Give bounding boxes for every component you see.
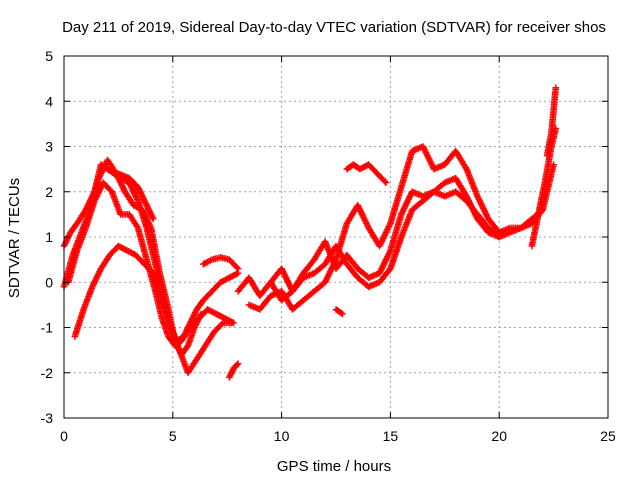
data-point xyxy=(495,233,503,241)
x-tick-label: 15 xyxy=(383,428,399,444)
x-axis-label: GPS time / hours xyxy=(277,458,391,475)
series-track-14 xyxy=(543,84,560,159)
data-point xyxy=(234,265,242,272)
y-tick-label: -2 xyxy=(41,365,54,381)
series-track-4 xyxy=(71,242,235,377)
y-tick-label: -1 xyxy=(41,320,54,336)
chart-title: Day 211 of 2019, Sidereal Day-to-day VTE… xyxy=(62,19,606,36)
y-tick-label: -3 xyxy=(41,410,54,426)
y-tick-label: 0 xyxy=(45,274,53,290)
data-point xyxy=(218,320,225,328)
data-point xyxy=(381,178,389,185)
series-track-1 xyxy=(60,161,242,345)
x-tick-label: 25 xyxy=(600,428,616,444)
x-tick-label: 10 xyxy=(274,428,290,444)
y-tick-label: 5 xyxy=(45,48,53,64)
series-track-6 xyxy=(199,254,242,272)
data-point xyxy=(228,319,235,327)
data-point xyxy=(339,310,346,318)
y-tick-label: 1 xyxy=(45,229,53,245)
y-tick-label: 4 xyxy=(45,93,53,109)
series-track-5 xyxy=(115,170,157,223)
axis-layer: 0 5 10 15 20 25 -3 -2 -1 0 1 2 3 4 5 xyxy=(41,48,616,444)
data-layer xyxy=(60,84,560,381)
data-point xyxy=(149,215,157,223)
y-tick-label: 2 xyxy=(45,184,53,200)
data-point xyxy=(207,257,214,264)
data-point xyxy=(234,360,242,367)
data-point xyxy=(233,270,240,278)
series-track-11 xyxy=(343,161,390,186)
grid-layer xyxy=(64,56,608,418)
x-tick-label: 5 xyxy=(169,428,177,444)
x-tick-label: 0 xyxy=(60,428,68,444)
data-point xyxy=(494,232,502,240)
data-point xyxy=(552,84,560,91)
data-point xyxy=(233,264,241,271)
y-axis-label: SDTVAR / TECUs xyxy=(6,178,23,298)
series-track-7 xyxy=(226,360,242,381)
series-track-13 xyxy=(528,125,560,250)
data-point xyxy=(233,361,241,369)
series-track-10 xyxy=(267,188,503,304)
data-point xyxy=(337,309,345,317)
y-tick-label: 3 xyxy=(45,139,53,155)
series-track-12 xyxy=(332,306,346,318)
data-point xyxy=(382,179,390,186)
x-tick-label: 20 xyxy=(491,428,507,444)
